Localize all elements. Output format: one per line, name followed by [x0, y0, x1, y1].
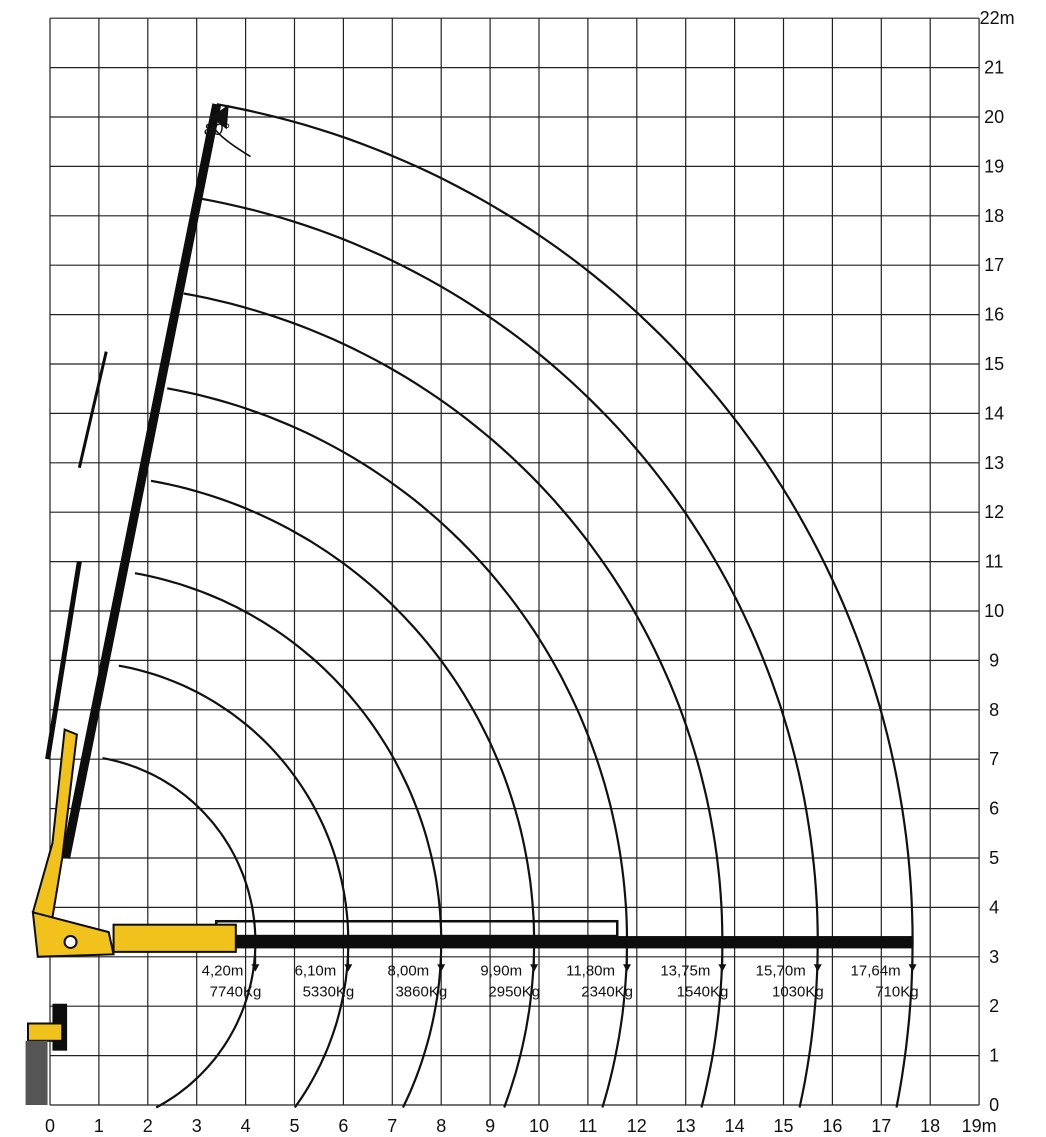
load-reach-label: 6,10m — [295, 963, 337, 980]
x-tick-label: 18 — [920, 1116, 940, 1136]
boom-angle-arrowhead — [210, 104, 229, 130]
y-axis-unit-label: 22m — [980, 8, 1015, 28]
load-capacity-label: 710Kg — [875, 983, 918, 1000]
y-tick-label: 13 — [984, 453, 1004, 473]
x-axis-unit-label: 19m — [962, 1116, 997, 1136]
reach-curve — [166, 387, 629, 1108]
load-arrow-head — [718, 964, 727, 972]
x-tick-label: 11 — [579, 1116, 598, 1136]
y-tick-label: 17 — [984, 255, 1004, 275]
x-tick-label: 13 — [676, 1116, 696, 1136]
y-tick-label: 20 — [984, 107, 1004, 127]
x-tick-label: 8 — [436, 1116, 446, 1136]
crane-knuckle — [31, 911, 115, 958]
y-tick-label: 0 — [989, 1095, 999, 1115]
boom-angle-arc — [211, 116, 251, 158]
x-axis-ticks: 0 1 2 3 4 5 6 7 8 9 10 11 12 13 14 15 16 17 18 19m — [45, 1116, 997, 1136]
y-tick-label: 3 — [989, 947, 999, 967]
boom-pivot — [63, 934, 78, 949]
y-tick-label: 15 — [984, 354, 1004, 374]
y-tick-label: 6 — [989, 799, 999, 819]
x-tick-label: 6 — [338, 1116, 348, 1136]
x-tick-label: 15 — [773, 1116, 793, 1136]
x-tick-label: 10 — [529, 1116, 549, 1136]
reach-curve — [134, 572, 443, 1108]
load-capacity-label: 5330Kg — [303, 983, 355, 1000]
y-tick-label: 14 — [984, 403, 1004, 423]
reach-curve — [216, 103, 914, 1108]
load-reach-label: 9,90m — [480, 963, 522, 980]
crane-mount — [25, 1040, 48, 1105]
x-tick-label: 1 — [94, 1116, 104, 1136]
load-reach-label: 15,70m — [756, 963, 806, 980]
load-arrow-head — [813, 964, 822, 972]
load-reach-label: 4,20m — [202, 963, 244, 980]
load-capacity-label: 1030Kg — [772, 983, 824, 1000]
x-tick-label: 3 — [192, 1116, 202, 1136]
reach-curve — [118, 664, 350, 1109]
load-arrow-head — [437, 964, 446, 972]
y-tick-label: 12 — [984, 502, 1004, 522]
y-tick-label: 8 — [989, 700, 999, 720]
y-tick-label: 1 — [989, 1046, 999, 1066]
reach-curve — [200, 197, 819, 1108]
load-capacity-label: 2340Kg — [581, 983, 633, 1000]
load-reach-label: 8,00m — [387, 963, 429, 980]
load-arrow-head — [623, 964, 632, 972]
y-tick-label: 2 — [989, 996, 999, 1016]
reach-curve — [183, 292, 724, 1108]
raised-boom — [61, 103, 222, 859]
y-tick-label: 18 — [984, 206, 1004, 226]
raised-boom-cylinder — [45, 561, 82, 760]
load-reach-label: 13,75m — [660, 963, 710, 980]
y-tick-label: 5 — [989, 848, 999, 868]
horizontal-boom-base — [112, 923, 237, 953]
load-reach-label: 11,80m — [566, 963, 615, 980]
x-tick-label: 12 — [627, 1116, 647, 1136]
y-tick-label: 4 — [989, 897, 999, 917]
crane-base — [26, 1022, 64, 1042]
reach-curves — [102, 103, 914, 1109]
horizontal-boom — [235, 936, 913, 949]
load-reach-label: 17,64m — [851, 963, 901, 980]
y-tick-label: 16 — [984, 305, 1004, 325]
load-capacity-label: 1540Kg — [677, 983, 729, 1000]
grid — [49, 17, 980, 1106]
y-tick-label: 7 — [989, 749, 999, 769]
y-tick-label: 11 — [985, 552, 1004, 572]
x-tick-label: 0 — [45, 1116, 55, 1136]
load-capacity-label: 2950Kg — [488, 983, 540, 1000]
load-labels: 4,20m 7740Kg 6,10m 5330Kg 8,00m 3860Kg 9,90m 29… — [202, 954, 919, 1000]
x-tick-label: 2 — [143, 1116, 153, 1136]
y-tick-label: 19 — [984, 156, 1004, 176]
x-tick-label: 4 — [241, 1116, 251, 1136]
load-capacity-label: 3860Kg — [395, 983, 447, 1000]
crane-illustration — [25, 103, 913, 1105]
load-arrow-head — [251, 964, 260, 972]
x-tick-label: 16 — [822, 1116, 842, 1136]
boom-angle-annotation: 80° — [204, 104, 251, 158]
reach-curve — [150, 479, 536, 1108]
reach-curve — [102, 757, 257, 1109]
load-arrow-head — [344, 964, 353, 972]
x-tick-label: 5 — [289, 1116, 299, 1136]
x-tick-label: 17 — [871, 1116, 891, 1136]
x-tick-label: 14 — [725, 1116, 745, 1136]
load-capacity-label: 7740Kg — [210, 983, 262, 1000]
horizontal-boom-extension — [215, 919, 619, 938]
y-tick-label: 21 — [984, 58, 1004, 78]
load-arrow-head — [908, 964, 917, 972]
x-tick-label: 9 — [485, 1116, 495, 1136]
y-tick-label: 9 — [989, 650, 999, 670]
raised-boom-section — [77, 351, 108, 469]
load-arrow-head — [530, 964, 539, 972]
y-tick-label: 10 — [984, 601, 1004, 621]
x-tick-label: 7 — [387, 1116, 397, 1136]
